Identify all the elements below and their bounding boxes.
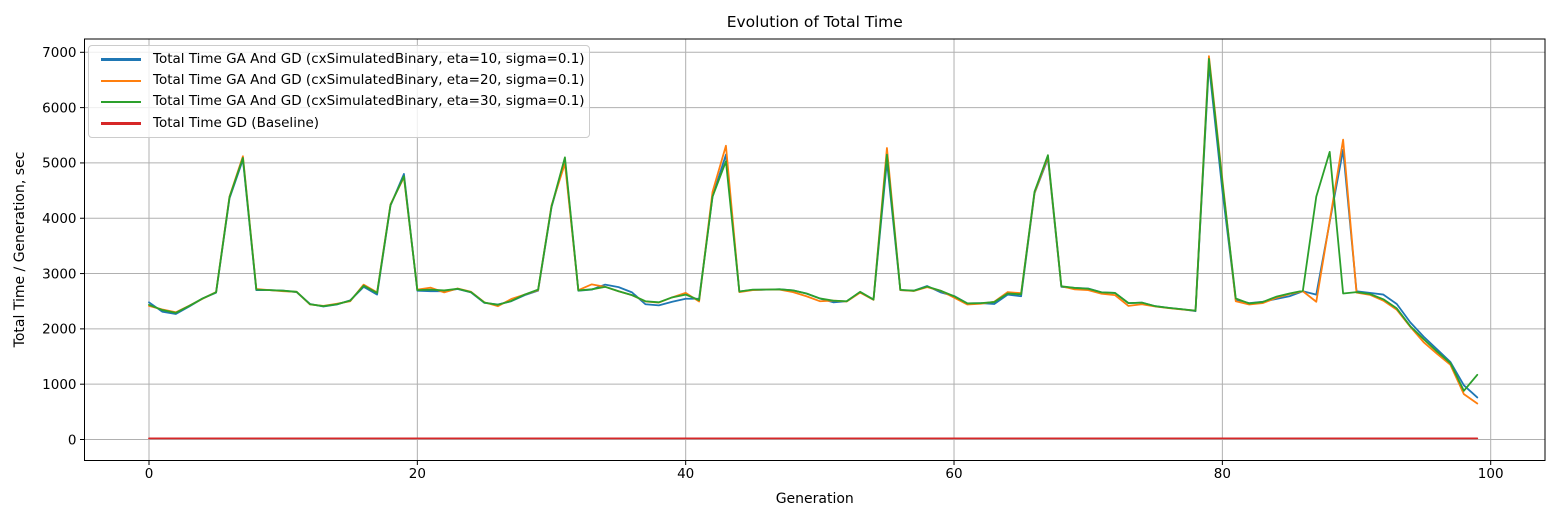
legend-label: Total Time GA And GD (cxSimulatedBinary,…: [153, 50, 585, 67]
legend-label: Total Time GA And GD (cxSimulatedBinary,…: [153, 72, 585, 89]
series-line-ga-eta30: [148, 58, 1479, 392]
x-tick-label: 40: [677, 466, 694, 482]
legend-label: Total Time GA And GD (cxSimulatedBinary,…: [153, 93, 585, 110]
x-tick-label: 20: [409, 466, 426, 482]
x-axis-label: Generation: [776, 491, 854, 507]
legend-item-gd-baseline: Total Time GD (Baseline): [89, 114, 589, 131]
legend-item-ga-eta10: Total Time GA And GD (cxSimulatedBinary,…: [89, 50, 589, 67]
y-tick-label: 2000: [42, 322, 76, 338]
axes-layer: 0 20 40 60 80 1000100020003000400050006000700…: [42, 38, 1546, 482]
chart-title: Evolution of Total Time: [727, 13, 903, 31]
legend: Total Time GA And GD (cxSimulatedBinary,…: [88, 45, 590, 138]
y-tick-label: 6000: [42, 100, 76, 116]
legend-line-swatch-blue: [101, 58, 141, 61]
plot-border: [84, 38, 1546, 461]
series-layer: [148, 55, 1479, 440]
x-tick-label: 0: [145, 466, 154, 482]
legend-line-swatch-red: [101, 122, 141, 125]
legend-line-swatch-orange: [101, 79, 141, 83]
y-tick-label: 1000: [42, 377, 76, 393]
y-tick-label: 0: [68, 432, 77, 448]
legend-item-ga-eta20: Total Time GA And GD (cxSimulatedBinary,…: [89, 74, 589, 88]
y-tick-label: 5000: [42, 156, 76, 172]
x-tick-label: 100: [1478, 466, 1504, 482]
y-tick-label: 3000: [42, 266, 76, 282]
y-axis-label: Total Time / Generation, sec: [12, 152, 28, 349]
legend-line-swatch-green: [101, 100, 141, 104]
legend-item-ga-eta30: Total Time GA And GD (cxSimulatedBinary,…: [89, 95, 589, 109]
y-tick-label: 7000: [42, 45, 76, 61]
y-tick-label: 4000: [42, 211, 76, 227]
legend-label: Total Time GD (Baseline): [153, 114, 320, 131]
x-tick-label: 60: [945, 466, 962, 482]
x-tick-label: 80: [1214, 466, 1231, 482]
